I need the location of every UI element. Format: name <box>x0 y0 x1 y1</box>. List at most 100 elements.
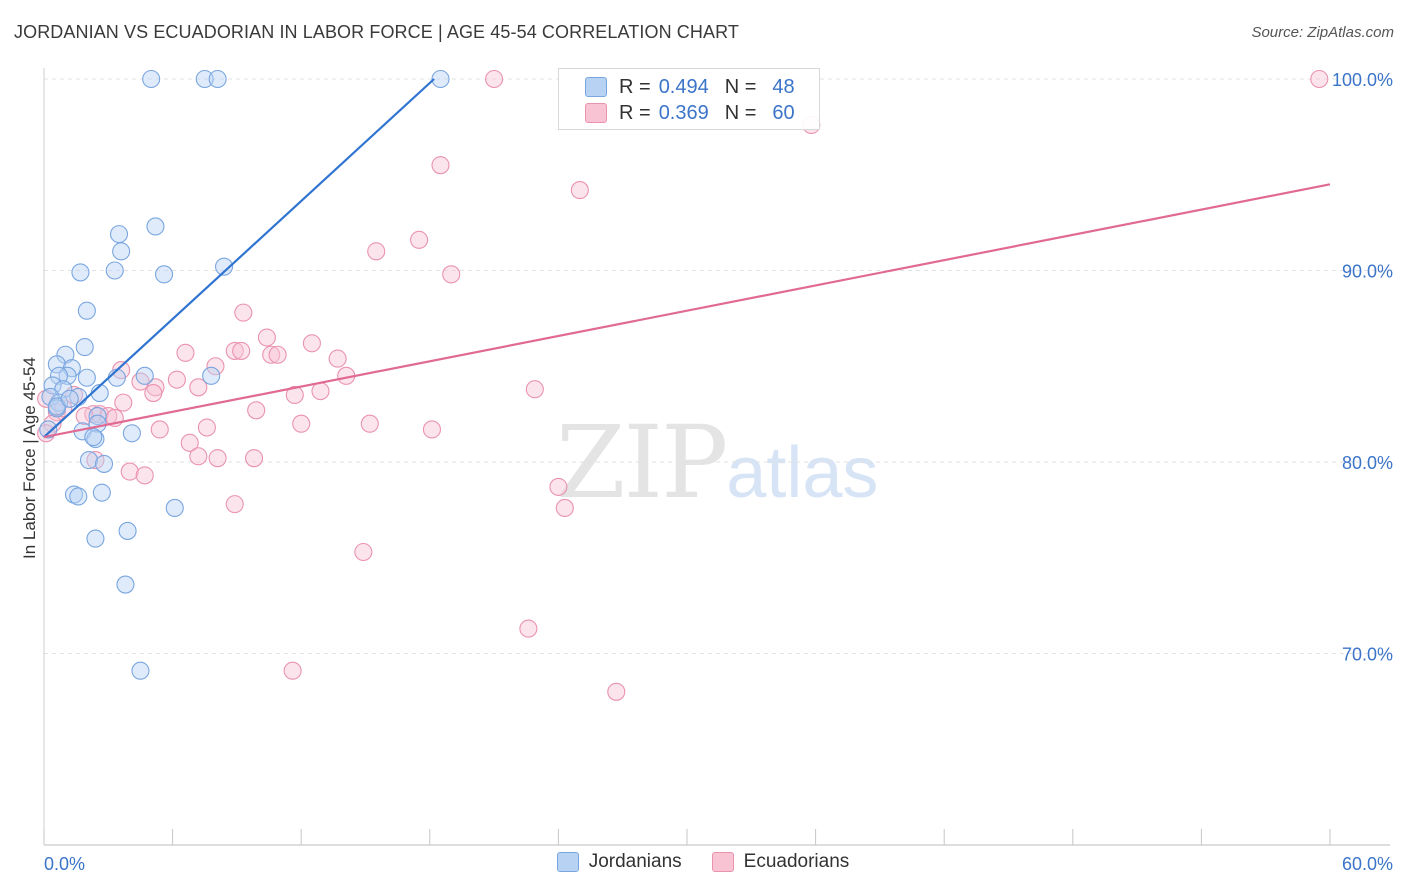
chart-title: JORDANIAN VS ECUADORIAN IN LABOR FORCE |… <box>14 22 739 42</box>
ecuadorian-point <box>328 349 347 368</box>
jordanian-point <box>69 487 88 506</box>
ecuadorian-point <box>360 414 379 433</box>
y-tick-label: 90.0% <box>1342 262 1393 282</box>
ecuadorian-point <box>208 449 227 468</box>
legend-label-ecuadorians: Ecuadorians <box>743 851 850 872</box>
jordanian-point <box>84 428 103 447</box>
jordanian-point <box>94 454 114 473</box>
ecuadorian-point <box>244 449 264 468</box>
jordanian-point <box>118 521 137 540</box>
jordanian-point <box>77 368 96 387</box>
stats-legend-row-jordanians: R = 0.494 N = 48 <box>585 75 795 99</box>
jordanian-point <box>165 498 184 518</box>
n-label: N = <box>724 75 757 98</box>
x-tick-label: 0.0% <box>44 854 85 874</box>
ecuadorian-point <box>144 384 163 403</box>
ecuadorians-swatch <box>585 103 607 123</box>
ecuadorian-point <box>206 357 225 376</box>
legend-item-ecuadorians[interactable]: Ecuadorians <box>711 851 850 873</box>
ecuadorians-trend-line <box>43 183 1331 439</box>
jordanian-point <box>49 366 69 385</box>
ecuadorian-point <box>354 542 373 562</box>
ecuadorian-point <box>431 156 450 175</box>
n-value: 48 <box>772 75 795 98</box>
ecuadorian-point <box>197 418 216 437</box>
jordanian-point <box>105 261 124 280</box>
y-tick-label: 70.0% <box>1342 645 1393 665</box>
jordanian-point <box>142 69 161 89</box>
jordanian-point <box>75 338 94 357</box>
jordanian-point <box>202 366 221 385</box>
y-tick-label: 80.0% <box>1342 453 1393 473</box>
ecuadorian-point <box>225 495 244 514</box>
ecuadorian-point <box>519 619 538 638</box>
ecuadorian-point <box>232 341 251 360</box>
r-label: R = <box>619 75 651 98</box>
jordanians-swatch <box>585 77 607 97</box>
n-label: N = <box>724 101 757 124</box>
r-label: R = <box>619 101 651 124</box>
series-legend: Jordanians Ecuadorians <box>0 851 1406 873</box>
watermark-zip: ZIP <box>556 404 728 521</box>
watermark-atlas: atlas <box>726 433 879 513</box>
ecuadorian-point <box>607 682 626 701</box>
jordanian-point <box>39 420 58 439</box>
ecuadorian-point <box>247 401 266 420</box>
jordanian-point <box>431 69 450 89</box>
ecuadorian-point <box>257 328 276 347</box>
ecuadorian-point <box>176 343 195 362</box>
n-value: 60 <box>772 101 795 124</box>
jordanian-point <box>79 451 99 470</box>
ecuadorian-point <box>225 341 244 360</box>
jordanians-swatch <box>556 852 579 872</box>
jordanian-point <box>112 242 131 261</box>
ecuadorian-point <box>234 303 253 322</box>
jordanian-point <box>88 406 107 426</box>
ecuadorian-point <box>262 345 281 364</box>
ecuadorian-point <box>1310 69 1329 89</box>
legend-item-jordanians[interactable]: Jordanians <box>556 851 682 873</box>
jordanian-point <box>122 424 141 443</box>
ecuadorian-point <box>189 378 208 397</box>
ecuadorian-point <box>283 661 302 680</box>
jordanian-point <box>107 368 126 387</box>
ecuadorian-point <box>120 462 139 481</box>
r-value: 0.494 <box>658 75 709 98</box>
ecuadorian-point <box>150 420 169 439</box>
jordanian-point <box>208 69 227 89</box>
jordanian-point <box>77 301 96 320</box>
r-value: 0.369 <box>658 101 709 124</box>
jordanian-point <box>92 483 111 502</box>
ecuadorian-point <box>422 420 441 439</box>
jordanian-point <box>86 529 105 548</box>
stats-legend: R = 0.494 N = 48 R = 0.369 N = 60 <box>558 68 820 130</box>
ecuadorian-point <box>549 477 568 496</box>
ecuadorian-point <box>167 370 186 389</box>
jordanian-point <box>60 389 79 408</box>
ecuadorian-point <box>367 242 386 261</box>
ecuadorian-point <box>302 334 321 353</box>
ecuadorians-swatch <box>711 852 734 872</box>
jordanians-trend-line <box>43 78 435 438</box>
jordanian-point <box>146 217 165 236</box>
jordanian-point <box>71 263 90 282</box>
ecuadorian-point <box>189 447 208 466</box>
source-label: Source: ZipAtlas.com <box>1251 24 1394 41</box>
legend-label-jordanians: Jordanians <box>588 851 682 872</box>
ecuadorian-point <box>180 433 199 452</box>
jordanian-point <box>43 376 62 395</box>
stats-legend-row-ecuadorians: R = 0.369 N = 60 <box>585 101 795 125</box>
ecuadorian-point <box>525 380 544 399</box>
y-tick-label: 100.0% <box>1332 70 1393 90</box>
ecuadorian-point <box>485 69 504 89</box>
jordanian-point <box>195 69 214 89</box>
ecuadorian-point <box>442 265 461 284</box>
x-tick-label: 60.0% <box>1342 854 1393 874</box>
jordanian-point <box>214 257 234 276</box>
ecuadorian-point <box>311 382 330 401</box>
jordanian-point <box>135 366 154 385</box>
jordanian-point <box>131 661 150 680</box>
ecuadorian-point <box>570 181 589 200</box>
ecuadorian-point <box>86 451 105 470</box>
